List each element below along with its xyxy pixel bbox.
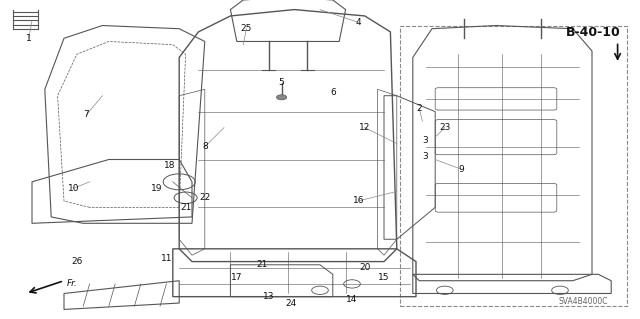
Text: 25: 25 xyxy=(241,24,252,33)
Text: 20: 20 xyxy=(359,263,371,272)
Text: 1: 1 xyxy=(26,34,31,43)
Text: 4: 4 xyxy=(356,18,361,27)
Text: B-40-10: B-40-10 xyxy=(566,26,621,39)
Text: 23: 23 xyxy=(439,123,451,132)
Text: 24: 24 xyxy=(285,299,297,308)
Text: 14: 14 xyxy=(346,295,358,304)
Text: 21: 21 xyxy=(180,203,191,212)
Text: SVA4B4000C: SVA4B4000C xyxy=(559,297,608,306)
Circle shape xyxy=(276,95,287,100)
Text: 11: 11 xyxy=(161,254,172,263)
Text: 26: 26 xyxy=(71,257,83,266)
Text: Fr.: Fr. xyxy=(67,279,78,288)
Text: 9: 9 xyxy=(458,165,463,174)
Text: 12: 12 xyxy=(359,123,371,132)
Text: 15: 15 xyxy=(378,273,390,282)
Text: 16: 16 xyxy=(353,197,364,205)
Text: 13: 13 xyxy=(263,292,275,301)
Text: 18: 18 xyxy=(164,161,175,170)
Text: 10: 10 xyxy=(68,184,79,193)
Text: 5: 5 xyxy=(279,78,284,87)
Text: 3: 3 xyxy=(423,136,428,145)
Text: 19: 19 xyxy=(151,184,163,193)
Text: 17: 17 xyxy=(231,273,243,282)
Text: 3: 3 xyxy=(423,152,428,161)
Text: 8: 8 xyxy=(202,142,207,151)
Text: 21: 21 xyxy=(257,260,268,269)
Text: 2: 2 xyxy=(417,104,422,113)
Text: 7: 7 xyxy=(84,110,89,119)
Bar xyxy=(400,26,627,306)
Text: 6: 6 xyxy=(330,88,335,97)
Text: 22: 22 xyxy=(199,193,211,202)
